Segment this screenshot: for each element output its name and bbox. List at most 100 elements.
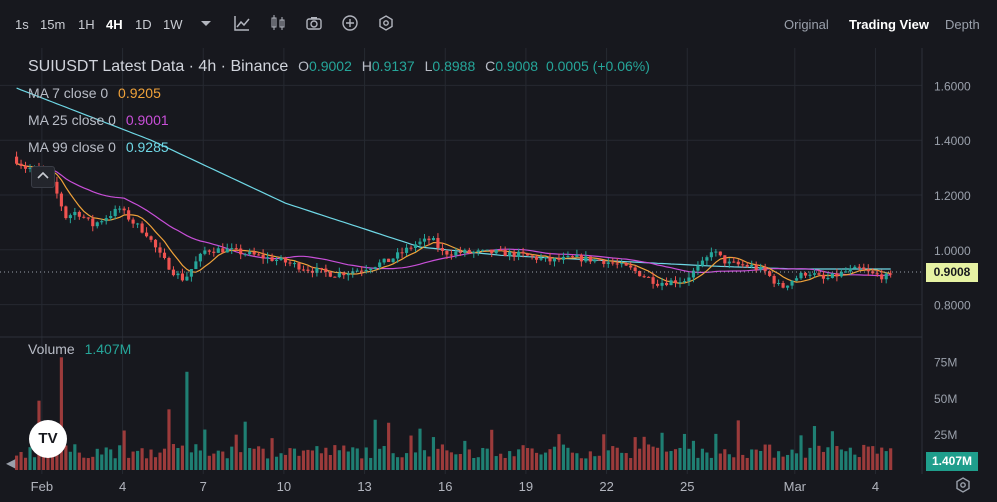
candle-body: [73, 211, 77, 216]
collapse-legend-button[interactable]: [31, 166, 55, 188]
volume-bar: [144, 458, 149, 470]
candle-body: [391, 258, 395, 262]
volume-bar: [324, 447, 328, 470]
timeframe-1h[interactable]: 1H: [78, 17, 95, 32]
chart-settings-icon[interactable]: [951, 476, 975, 498]
candle-body: [835, 273, 839, 277]
candle-body: [248, 251, 252, 255]
volume-bar: [490, 429, 494, 470]
candle-body: [431, 237, 436, 241]
scroll-left-icon[interactable]: ◀: [6, 456, 16, 470]
candle-body: [328, 271, 332, 277]
price-tick-label: 0.8000: [934, 299, 971, 313]
candle-body: [194, 261, 198, 269]
candle-body: [15, 156, 19, 164]
volume-bar: [866, 446, 870, 470]
volume-bar: [46, 457, 50, 470]
timeframe-1w[interactable]: 1W: [163, 17, 183, 32]
volume-bar: [830, 431, 834, 470]
volume-bar: [15, 455, 19, 470]
volume-bar: [736, 420, 740, 470]
volume-bar: [266, 458, 270, 470]
time-tick-label: 25: [680, 479, 694, 494]
volume-bar: [310, 450, 314, 470]
candle-body: [678, 282, 682, 284]
timeframe-15m[interactable]: 15m: [40, 17, 66, 32]
volume-bar: [839, 449, 843, 470]
candle-body: [705, 257, 709, 261]
candle-body: [629, 265, 633, 268]
candle-body: [768, 271, 772, 276]
candle-body: [548, 257, 552, 262]
candle-body: [759, 266, 763, 270]
candle-body: [794, 278, 799, 281]
candle-body: [786, 285, 790, 288]
volume-bar: [274, 456, 279, 470]
timeframe-1d[interactable]: 1D: [135, 17, 152, 32]
volume-bar: [844, 451, 848, 470]
candle-body: [118, 208, 122, 210]
chevron-down-icon[interactable]: [199, 14, 213, 35]
volume-bar: [162, 448, 167, 470]
indicator-icon[interactable]: [233, 14, 251, 35]
volume-bar: [301, 450, 306, 470]
volume-bar: [857, 457, 861, 470]
view-trading-view[interactable]: Trading View: [849, 17, 929, 32]
candle-body: [427, 238, 431, 241]
volume-bar: [566, 447, 570, 470]
volume-bar: [485, 448, 489, 470]
candle-body: [521, 251, 525, 254]
volume-bar: [418, 428, 422, 470]
candle-body: [682, 281, 687, 283]
plus-circle-icon[interactable]: [341, 14, 359, 35]
candle-body: [216, 248, 220, 253]
ohlc-close: 0.9008: [495, 58, 539, 74]
last-price-badge: 0.9008: [926, 263, 978, 282]
volume-bar: [503, 457, 507, 470]
candle-body: [104, 218, 108, 222]
candle-body: [279, 257, 283, 260]
candle-body: [396, 252, 400, 259]
volume-bar: [212, 453, 216, 470]
volume-bar: [678, 447, 682, 470]
volume-bar: [364, 447, 368, 470]
volume-bar: [732, 457, 736, 470]
volume-bar: [624, 453, 628, 470]
volume-bar: [355, 448, 359, 470]
volume-bar: [552, 446, 557, 470]
volume-bar: [230, 446, 234, 470]
candle-body: [109, 215, 113, 219]
volume-bar: [131, 451, 135, 470]
volume-bar: [342, 445, 346, 470]
volume-bar: [853, 454, 857, 470]
candle-body: [781, 283, 785, 288]
volume-bar: [225, 458, 229, 470]
candle-body: [588, 256, 592, 262]
price-tick-label: 1.4000: [934, 134, 971, 148]
volume-bar: [404, 453, 409, 470]
volume-bar: [673, 449, 678, 470]
candle-body: [499, 249, 503, 251]
view-original[interactable]: Original: [784, 17, 829, 32]
candle-body: [91, 218, 95, 227]
candle-body: [68, 215, 72, 219]
time-tick-label: 7: [200, 479, 207, 494]
candle-body: [647, 276, 651, 278]
candle-body: [458, 251, 462, 253]
camera-icon[interactable]: [305, 14, 323, 35]
settings-hex-icon[interactable]: [377, 14, 395, 35]
symbol-title: SUIUSDT Latest Data · 4h · Binance: [28, 58, 289, 75]
volume-bar: [252, 448, 256, 470]
timeframe-1s[interactable]: 1s: [15, 17, 29, 32]
volume-bar: [373, 419, 377, 470]
volume-bar: [369, 457, 373, 470]
candle-body: [373, 267, 377, 269]
volume-bar: [279, 453, 283, 470]
tradingview-logo[interactable]: TV: [29, 420, 67, 458]
view-depth[interactable]: Depth: [945, 17, 980, 32]
volume-bar: [136, 450, 140, 470]
candle-body: [799, 272, 803, 279]
candle-type-icon[interactable]: [269, 14, 287, 35]
timeframe-4h[interactable]: 4H: [106, 17, 123, 32]
